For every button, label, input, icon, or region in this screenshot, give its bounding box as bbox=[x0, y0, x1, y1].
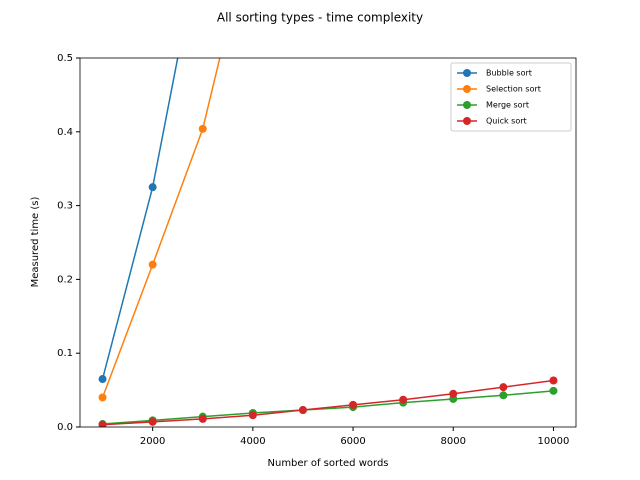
data-point bbox=[148, 183, 157, 192]
plot-area bbox=[98, 58, 558, 427]
x-tick-label: 8000 bbox=[441, 436, 466, 447]
data-point bbox=[549, 386, 558, 395]
y-axis-label: Measured time (s) bbox=[30, 196, 41, 287]
data-point bbox=[349, 400, 358, 409]
legend-marker bbox=[463, 69, 471, 77]
plot-frame bbox=[79, 57, 577, 428]
y-tick-label: 0.3 bbox=[57, 201, 73, 212]
data-point bbox=[549, 376, 558, 385]
data-point bbox=[248, 411, 257, 420]
x-axis-label: Number of sorted words bbox=[268, 458, 389, 469]
y-tick-label: 0.2 bbox=[57, 274, 73, 285]
data-point bbox=[499, 391, 508, 400]
legend-label: Merge sort bbox=[486, 101, 529, 110]
data-point bbox=[399, 395, 408, 404]
y-tick-label: 0.5 bbox=[57, 53, 73, 64]
series-line bbox=[101, 58, 221, 398]
data-point bbox=[198, 124, 207, 133]
legend-marker bbox=[463, 101, 471, 109]
y-tick-label: 0.1 bbox=[57, 348, 73, 359]
y-tick-label: 0.4 bbox=[57, 127, 73, 138]
legend-marker bbox=[463, 85, 471, 93]
data-point bbox=[449, 389, 458, 398]
data-point bbox=[499, 383, 508, 392]
x-tick-label: 2000 bbox=[140, 436, 165, 447]
data-point bbox=[98, 420, 107, 427]
data-point bbox=[198, 414, 207, 423]
series-line bbox=[102, 390, 554, 425]
data-point bbox=[98, 393, 107, 402]
legend-label: Quick sort bbox=[486, 117, 527, 126]
data-point bbox=[148, 260, 157, 269]
y-tick-label: 0.0 bbox=[57, 422, 73, 433]
legend-box bbox=[450, 62, 572, 132]
legend-marker bbox=[463, 117, 471, 125]
series-line bbox=[101, 58, 179, 380]
x-tick-label: 10000 bbox=[538, 436, 570, 447]
series-line bbox=[102, 379, 554, 426]
x-tick-label: 6000 bbox=[340, 436, 365, 447]
legend-label: Bubble sort bbox=[486, 69, 532, 78]
data-point bbox=[298, 406, 307, 415]
data-point bbox=[98, 375, 107, 384]
legend-label: Selection sort bbox=[486, 85, 541, 94]
x-tick-label: 4000 bbox=[240, 436, 265, 447]
chart-title: All sorting types - time complexity bbox=[217, 11, 423, 25]
data-point bbox=[148, 417, 157, 426]
